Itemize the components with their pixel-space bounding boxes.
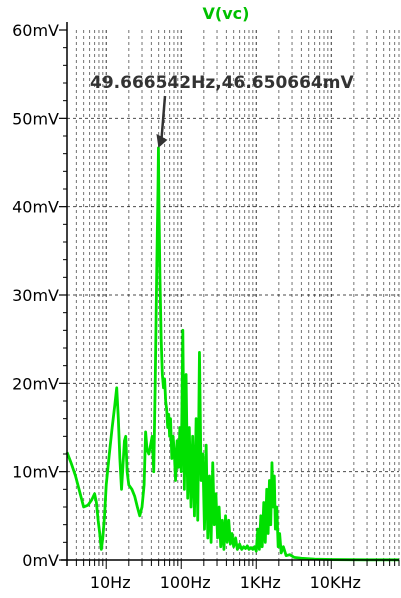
frame-layer — [59, 22, 400, 569]
y-tick-label: 60mV — [12, 21, 59, 40]
annotation-arrow-shaft — [160, 95, 167, 141]
x-tick-label: 10Hz — [90, 573, 131, 592]
y-tick-label: 10mV — [12, 463, 59, 482]
series-layer — [65, 146, 399, 562]
cursor-annotation-label: 49.666542Hz,46.650664mV — [90, 73, 354, 93]
y-tick-label: 50mV — [12, 109, 59, 128]
annotation-layer: 49.666542Hz,46.650664mV — [90, 73, 354, 148]
x-tick-label: 100Hz — [160, 573, 211, 592]
series-line — [65, 146, 399, 562]
x-tick-label: 10KHz — [310, 573, 361, 592]
y-tick-label: 40mV — [12, 198, 59, 217]
annotation-arrow-head — [156, 133, 168, 148]
grid-layer — [66, 30, 400, 560]
y-tick-label: 20mV — [12, 374, 59, 393]
y-tick-label: 30mV — [12, 286, 59, 305]
x-tick-label: 1KHz — [240, 573, 281, 592]
chart-title: V(vc) — [203, 4, 250, 23]
y-tick-label: 0mV — [22, 551, 59, 570]
label-layer: 0mV 10mV 20mV 30mV 40mV 50mV 60mV 10Hz 100Hz 1KHz… — [12, 21, 361, 592]
